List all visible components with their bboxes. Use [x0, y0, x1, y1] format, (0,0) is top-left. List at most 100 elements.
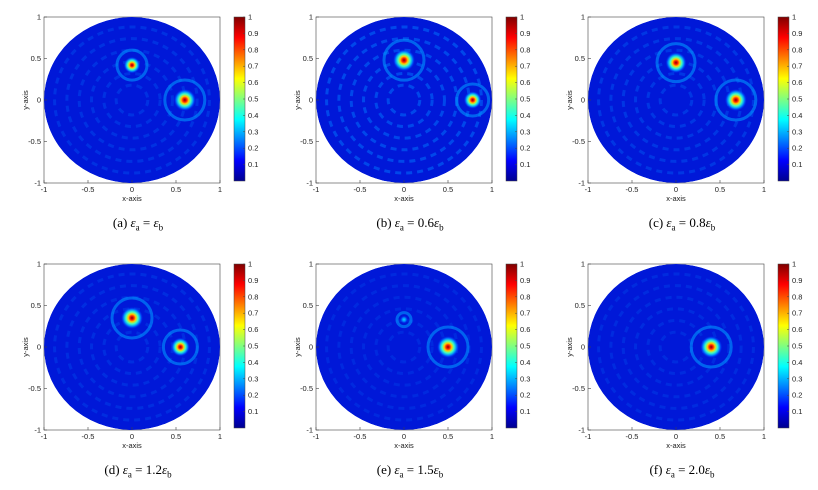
colorbar-tick-label: 0.4	[248, 358, 258, 367]
colorbar-tick-label: 0.5	[792, 95, 802, 104]
colorbar-tick-label: 0.6	[248, 325, 258, 334]
caption-coefficient: = 2.0	[674, 462, 705, 477]
y-tick-label: -1	[306, 179, 313, 188]
colorbar-tick-label: 1	[248, 13, 252, 22]
y-tick-label: 1	[37, 260, 41, 269]
y-axis-label: y-axis	[565, 337, 574, 357]
colorbar-tick-label: 0.5	[248, 95, 258, 104]
y-axis-label: y-axis	[21, 90, 30, 110]
y-tick-label: -1	[34, 426, 41, 435]
colorbar-tick-label: 0.9	[520, 29, 530, 38]
y-tick-label: 0.5	[303, 54, 313, 63]
caption-subscript: b	[438, 469, 444, 480]
colorbar-tick-label: 0.1	[248, 160, 258, 169]
colorbar-tick-label: 0.7	[792, 309, 802, 318]
y-tick-label: 0.5	[31, 54, 41, 63]
caption-subscript: a	[135, 222, 140, 233]
colorbar-tick-label: 0.2	[248, 144, 258, 153]
subfigure-caption: (d) εa = 1.2εb	[2, 462, 274, 480]
x-tick-label: -0.5	[626, 432, 639, 441]
x-tick-label: -0.5	[82, 185, 95, 194]
y-axis-label: y-axis	[293, 337, 302, 357]
y-axis-label: y-axis	[293, 90, 302, 110]
colorbar-tick-label: 0.3	[248, 127, 258, 136]
subfigure-caption: (f) εa = 2.0εb	[546, 462, 818, 480]
x-axis-label: x-axis	[666, 441, 686, 450]
y-tick-label: 0.5	[303, 301, 313, 310]
heatmap-plot: -1 -0.5 0 0.5 1 1 0.5 0 -0.5 -1 x-axis y-axis 1 0.9 0.…	[565, 13, 802, 204]
colorbar-tick-label: 0.2	[520, 144, 530, 153]
y-tick-label: 0.5	[575, 301, 585, 310]
colorbar-tick-label: 1	[520, 260, 524, 269]
caption-epsilon: ε	[705, 215, 711, 230]
y-tick-label: 0	[37, 96, 41, 105]
colorbar-tick-label: 0.8	[520, 45, 530, 54]
x-tick-label: -0.5	[82, 432, 95, 441]
subfigure-caption: (e) εa = 1.5εb	[274, 462, 546, 480]
y-tick-label: -1	[306, 426, 313, 435]
x-tick-label: 1	[762, 432, 766, 441]
colorbar-tick-label: 0.8	[792, 45, 802, 54]
x-tick-label: 1	[490, 185, 494, 194]
y-tick-label: -0.5	[300, 137, 313, 146]
x-axis-label: x-axis	[122, 194, 142, 203]
colorbar-tick-label: 0.2	[520, 391, 530, 400]
colorbar-tick-label: 0.8	[792, 292, 802, 301]
caption-subscript: b	[158, 222, 164, 233]
x-axis-label: x-axis	[122, 441, 142, 450]
y-tick-label: -0.5	[572, 137, 585, 146]
colorbar-tick-label: 0.7	[248, 309, 258, 318]
y-tick-label: 0	[309, 343, 313, 352]
subfigure-d: -1 -0.5 0 0.5 1 1 0.5 0 -0.5 -1 x-axis y-axis 1 0.9 0.…	[2, 247, 274, 490]
colorbar-tick-label: 0.5	[792, 342, 802, 351]
x-tick-label: -1	[313, 432, 320, 441]
hotspot-2	[463, 91, 482, 109]
colorbar-tick-label: 0.1	[520, 160, 530, 169]
hotspot-1	[700, 336, 723, 358]
caption-subscript: a	[670, 469, 675, 480]
colorbar-tick-label: 0.7	[792, 62, 802, 71]
caption-coefficient: = 0.6	[403, 215, 434, 230]
caption-label: (e)	[376, 462, 395, 477]
x-axis-label: x-axis	[666, 194, 686, 203]
colorbar-tick-label: 1	[520, 13, 524, 22]
x-axis-label: x-axis	[394, 194, 414, 203]
caption-coefficient: = 1.5	[403, 462, 434, 477]
colorbar-tick-label: 0.7	[248, 62, 258, 71]
y-tick-label: 0	[37, 343, 41, 352]
caption-epsilon: ε	[122, 462, 128, 477]
colorbar-tick-label: 0.3	[520, 127, 530, 136]
caption-subscript: b	[439, 222, 444, 233]
caption-epsilon: ε	[162, 462, 168, 477]
caption-epsilon: ε	[665, 462, 671, 477]
x-tick-label: 0	[674, 432, 678, 441]
y-tick-label: -1	[34, 179, 41, 188]
hotspot-2	[724, 89, 747, 111]
caption-subscript: b	[710, 469, 715, 480]
colorbar-tick-label: 0.6	[520, 78, 530, 87]
caption-coefficient: = 1.2	[131, 462, 162, 477]
caption-subscript: a	[399, 222, 404, 233]
caption-epsilon: ε	[130, 215, 136, 230]
hotspot-2	[171, 337, 190, 357]
caption-subscript: b	[710, 222, 716, 233]
x-tick-label: 1	[490, 432, 494, 441]
subfigure-a: -1 -0.5 0 0.5 1 1 0.5 0 -0.5 -1 x-axis y-axis 1 0.9 0.…	[2, 0, 274, 243]
y-tick-label: -1	[578, 179, 585, 188]
colorbar-tick-label: 0.9	[248, 29, 258, 38]
hotspot-1	[173, 89, 196, 111]
hotspot-2	[123, 56, 141, 74]
colorbar-tick-label: 0.6	[520, 325, 530, 334]
caption-epsilon: ε	[704, 462, 711, 477]
heatmap-plot: -1 -0.5 0 0.5 1 1 0.5 0 -0.5 -1 x-axis y-axis 1 0.9 0.…	[21, 260, 258, 451]
caption-epsilon: ε	[394, 215, 400, 230]
hotspot-1	[393, 49, 415, 72]
y-axis-label: y-axis	[565, 90, 574, 110]
hotspot-1	[121, 306, 143, 329]
x-tick-label: 1	[218, 185, 222, 194]
colorbar-tick-label: 0.4	[248, 111, 258, 120]
colorbar-tick-label: 0.8	[248, 45, 258, 54]
x-tick-label: -0.5	[354, 185, 367, 194]
colorbar-tick-label: 1	[792, 260, 796, 269]
y-tick-label: 0.5	[31, 301, 41, 310]
